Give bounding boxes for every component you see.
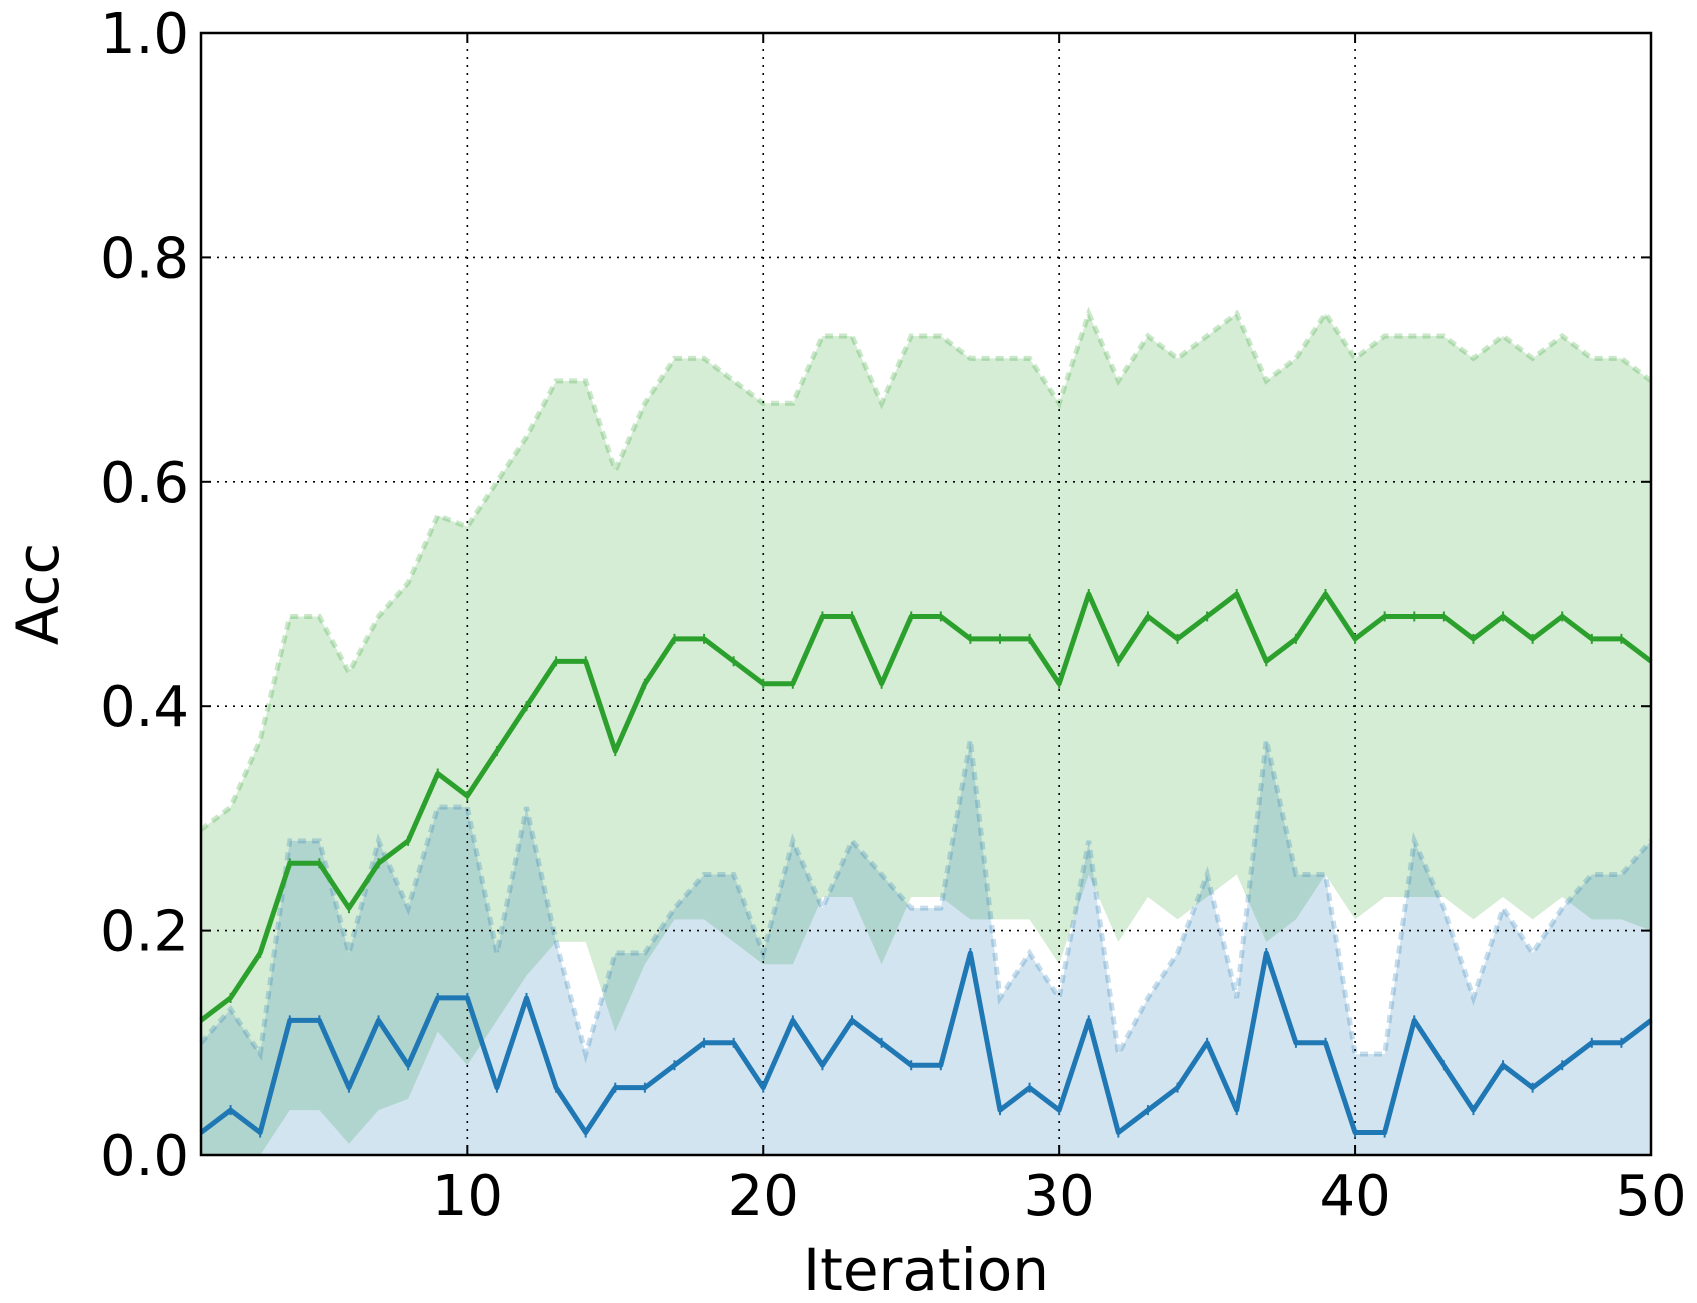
x-tick-label-1: 20 xyxy=(728,1164,799,1229)
x-tick-label-3: 40 xyxy=(1319,1164,1390,1229)
series-line-0 xyxy=(199,591,1653,1023)
confidence-bands xyxy=(199,306,1653,1155)
band-upper-0 xyxy=(199,306,1653,832)
y-tick-label-0: 0.0 xyxy=(100,1124,189,1189)
x-tick-label-4: 50 xyxy=(1615,1164,1686,1229)
band-0 xyxy=(201,313,1651,1155)
x-tick-label-0: 10 xyxy=(432,1164,503,1229)
axis-ticks: 10 20 30 40 50 0.0 0.2 0.4 0.6 0.8 1.0 xyxy=(100,2,1687,1229)
x-tick-label-2: 30 xyxy=(1024,1164,1095,1229)
series-lines xyxy=(199,589,1653,1138)
y-tick-label-2: 0.4 xyxy=(100,675,189,740)
plot-frame xyxy=(199,31,1653,1157)
series-line-1 xyxy=(199,950,1653,1136)
y-tick-label-4: 0.8 xyxy=(100,226,189,291)
band-1 xyxy=(201,739,1651,1155)
x-axis-label: Iteration xyxy=(803,1236,1049,1303)
y-tick-label-3: 0.6 xyxy=(100,451,189,516)
y-tick-label-5: 1.0 xyxy=(100,2,189,67)
y-axis-label: Acc xyxy=(4,543,72,645)
y-tick-label-1: 0.2 xyxy=(100,900,189,965)
band-upper-1 xyxy=(199,739,1653,1064)
